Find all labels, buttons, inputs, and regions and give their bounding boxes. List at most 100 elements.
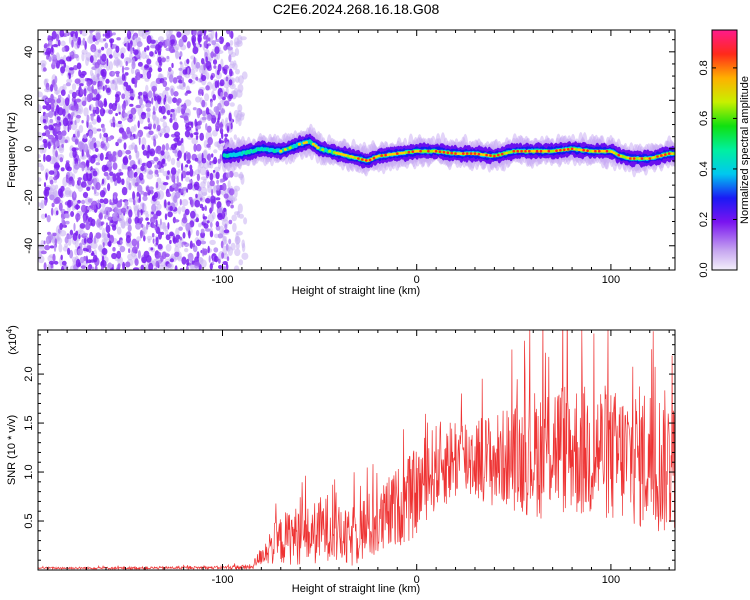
noise-blob	[161, 57, 167, 63]
noise-blob	[69, 52, 74, 56]
noise-blob	[47, 35, 51, 39]
noise-blob	[42, 132, 46, 137]
noise-blob	[85, 172, 89, 178]
noise-blob	[52, 232, 57, 237]
noise-blob	[127, 42, 130, 52]
noise-blob	[38, 154, 41, 159]
noise-blob	[44, 51, 49, 55]
ridge-core	[603, 149, 607, 153]
noise-blob	[223, 64, 229, 70]
noise-blob	[115, 112, 118, 117]
noise-blob	[188, 196, 193, 201]
noise-blob	[74, 78, 81, 84]
noise-blob	[97, 199, 100, 209]
noise-blob	[198, 37, 202, 42]
ridge-peak	[570, 147, 574, 151]
noise-blob	[233, 188, 238, 199]
noise-blob	[170, 113, 173, 118]
ridge-core	[530, 149, 535, 153]
noise-blob	[205, 228, 211, 232]
noise-blob	[174, 131, 181, 137]
ridge-peak	[605, 149, 609, 153]
noise-blob	[195, 76, 199, 81]
noise-blob	[128, 182, 132, 191]
noise-blob	[221, 252, 225, 259]
noise-blob	[89, 172, 93, 180]
noise-blob	[230, 122, 233, 130]
colorbar-tick-label: 0.8	[698, 60, 710, 75]
noise-blob	[128, 113, 133, 120]
noise-blob	[47, 87, 50, 91]
colorbar-label: Normalized spectral amplitude	[739, 76, 750, 224]
noise-blob	[181, 162, 184, 172]
noise-blob	[201, 116, 207, 121]
noise-blob	[154, 164, 160, 169]
noise-blob	[140, 217, 144, 222]
noise-blob	[197, 34, 202, 38]
noise-blob	[228, 219, 233, 225]
noise-blob	[83, 214, 87, 224]
ridge-core	[430, 149, 434, 153]
figure-title: C2E6.2024.268.16.18.G08	[273, 1, 440, 17]
noise-blob	[49, 179, 54, 185]
noise-blob	[99, 190, 106, 198]
noise-blob	[73, 222, 76, 232]
noise-blob	[172, 97, 178, 104]
noise-blob	[133, 49, 139, 55]
noise-blob	[46, 54, 49, 60]
ridge-peak	[380, 154, 384, 157]
noise-blob	[228, 93, 234, 100]
ridge-core	[321, 148, 325, 152]
noise-blob	[126, 205, 129, 210]
noise-blob	[155, 260, 159, 268]
y-tick-label: 40	[23, 46, 35, 58]
noise-blob	[114, 57, 120, 67]
ridge-peak	[516, 149, 519, 153]
noise-blob	[116, 172, 121, 178]
noise-blob	[38, 201, 41, 208]
noise-blob	[195, 96, 201, 103]
noise-blob	[120, 207, 127, 214]
noise-blob	[199, 203, 204, 209]
noise-blob	[165, 143, 169, 151]
noise-blob	[213, 233, 220, 239]
noise-blob	[218, 138, 222, 145]
noise-blob	[166, 95, 172, 103]
noise-blob	[40, 199, 45, 209]
ridge-core	[549, 149, 553, 153]
noise-blob	[209, 180, 215, 187]
ridge-core	[398, 151, 402, 155]
noise-blob	[238, 259, 244, 266]
ridge-core	[456, 152, 460, 156]
noise-blob	[137, 61, 143, 67]
noise-blob	[40, 250, 47, 255]
noise-blob	[155, 181, 159, 189]
noise-blob	[238, 213, 244, 219]
noise-blob	[106, 87, 111, 93]
noise-blob	[167, 222, 170, 230]
noise-blob	[187, 252, 194, 262]
noise-blob	[160, 150, 165, 156]
noise-blob	[47, 141, 51, 150]
noise-blob	[215, 108, 219, 116]
noise-blob	[114, 93, 119, 98]
noise-blob	[167, 263, 172, 268]
noise-blob	[77, 248, 83, 256]
noise-blob	[212, 169, 216, 173]
noise-blob	[193, 262, 200, 266]
noise-blob	[196, 108, 199, 117]
ridge-peak	[664, 153, 667, 156]
noise-blob	[44, 213, 48, 218]
noise-blob	[127, 217, 132, 224]
noise-blob	[192, 30, 197, 36]
noise-blob	[173, 91, 179, 97]
noise-blob	[205, 72, 210, 80]
noise-blob	[100, 265, 104, 270]
noise-blob	[148, 123, 152, 128]
y-tick-label: 1.5	[23, 415, 35, 430]
noise-blob	[132, 191, 136, 201]
noise-blob	[180, 144, 185, 154]
y-tick-label: -40	[23, 238, 35, 254]
noise-blob	[233, 134, 237, 140]
noise-blob	[208, 255, 211, 263]
